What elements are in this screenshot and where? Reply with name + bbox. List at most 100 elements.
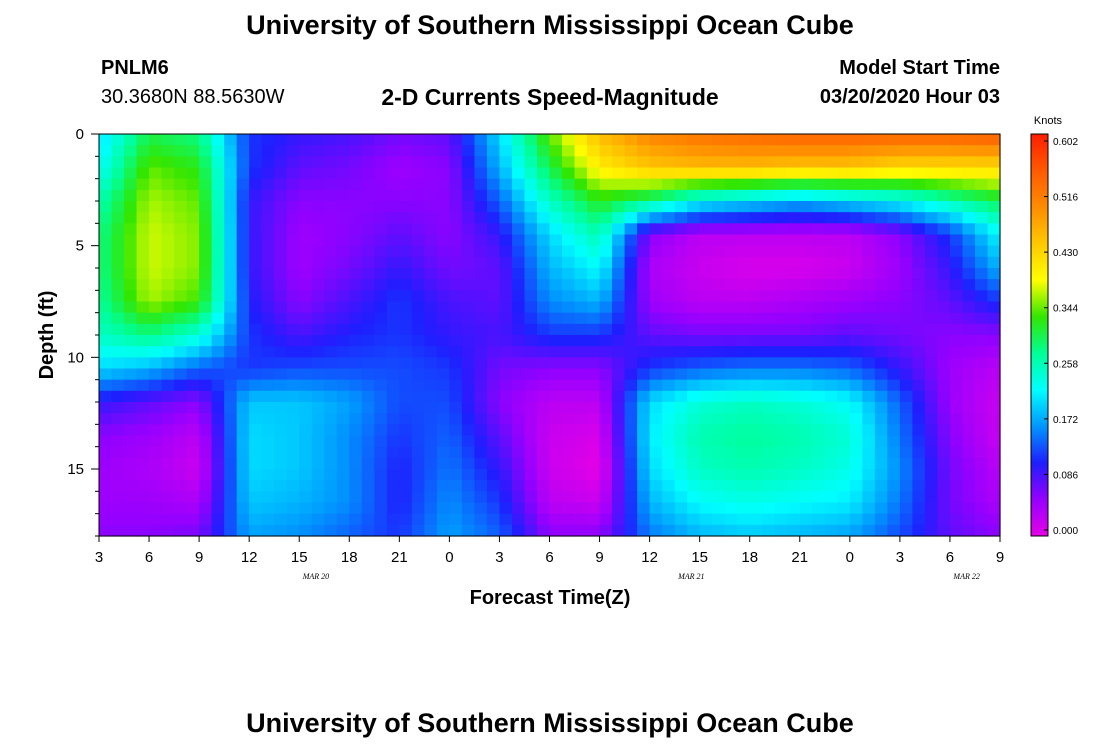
heatmap-cell [912,357,926,370]
heatmap-cell [587,201,601,213]
heatmap-cell [787,524,801,537]
heatmap-cell [824,390,838,403]
heatmap-cell [887,256,901,269]
heatmap-cell [974,189,989,202]
heatmap-cell [674,457,688,470]
heatmap-cell [924,368,939,381]
heatmap-cell [461,368,476,381]
heatmap-cell [374,201,388,213]
heatmap-cell [386,234,400,247]
heatmap-cell [174,435,188,448]
heatmap-cell [199,256,213,269]
heatmap-cell [474,212,488,224]
heatmap-cell [299,178,313,191]
heatmap-cell [249,491,263,504]
heatmap-cell [236,424,250,437]
heatmap-cell [574,234,588,247]
heatmap-cell [987,379,1001,392]
heatmap-cell [186,402,200,414]
heatmap-cell [912,178,926,191]
heatmap-cell [912,268,926,280]
heatmap-cell [461,335,476,347]
heatmap-cell [924,435,939,448]
heatmap-cell [724,469,738,481]
heatmap-cell [637,368,651,381]
heatmap-cell [862,256,876,269]
heatmap-cell [474,268,488,280]
x-tick-label: 3 [495,549,503,566]
heatmap-cell [687,301,701,314]
heatmap-cell [236,469,250,481]
heatmap-cell [724,357,738,370]
heatmap-cell [837,524,851,537]
heatmap-cell [199,156,213,169]
heatmap-cell [274,323,288,336]
heatmap-cell [762,379,776,392]
heatmap-cell [612,256,626,269]
heatmap-cell [849,301,863,314]
heatmap-cell [186,390,200,403]
heatmap-cell [612,245,626,258]
heatmap-cell [799,457,813,470]
heatmap-cell [562,234,576,247]
heatmap-cell [949,145,964,157]
heatmap-cell [549,402,563,414]
heatmap-cell [299,357,313,370]
heatmap-cell [199,424,213,437]
heatmap-cell [136,457,150,470]
heatmap-cell [924,290,939,303]
heatmap-cell [199,390,213,403]
x-tick-label: 3 [95,549,103,566]
heatmap-cell [436,390,450,403]
heatmap-cell [599,457,613,470]
heatmap-cell [762,234,776,247]
heatmap-cell [624,245,638,258]
heatmap-cell [749,469,763,481]
heatmap-cell [99,145,113,157]
heatmap-cell [236,357,250,370]
heatmap-cell [737,156,751,169]
heatmap-cell [136,480,150,492]
heatmap-cell [99,390,113,403]
heatmap-cell [511,145,526,157]
heatmap-cell [624,323,638,336]
heatmap-cell [424,234,438,247]
heatmap-cell [737,256,751,269]
heatmap-cell [624,178,638,191]
heatmap-cell [474,357,488,370]
heatmap-cell [211,379,225,392]
heatmap-cell [261,234,275,247]
heatmap-cell [211,234,225,247]
heatmap-cell [411,513,425,526]
heatmap-cell [812,145,826,157]
heatmap-cell [149,312,163,325]
heatmap-cell [149,424,163,437]
heatmap-cell [574,279,588,291]
heatmap-cell [699,469,713,481]
heatmap-cell [974,491,989,504]
heatmap-cell [411,346,425,358]
heatmap-cell [499,346,513,358]
heatmap-cell [511,424,526,437]
heatmap-cell [349,469,363,481]
heatmap-cell [599,413,613,425]
heatmap-cell [649,524,663,537]
heatmap-cell [774,424,788,437]
heatmap-cell [374,245,388,258]
heatmap-cell [849,212,863,224]
heatmap-cell [174,301,188,314]
heatmap-cell [737,446,751,459]
heatmap-cell [511,346,526,358]
heatmap-cell [111,279,125,291]
heatmap-cell [211,312,225,325]
heatmap-cell [186,178,200,191]
heatmap-cell [324,379,338,392]
heatmap-cell [461,189,476,202]
heatmap-cell [699,390,713,403]
heatmap-cell [549,524,563,537]
heatmap-cell [449,268,463,280]
heatmap-cell [511,223,526,236]
heatmap-cell [261,301,275,314]
heatmap-cell [799,312,813,325]
heatmap-cell [612,145,626,157]
